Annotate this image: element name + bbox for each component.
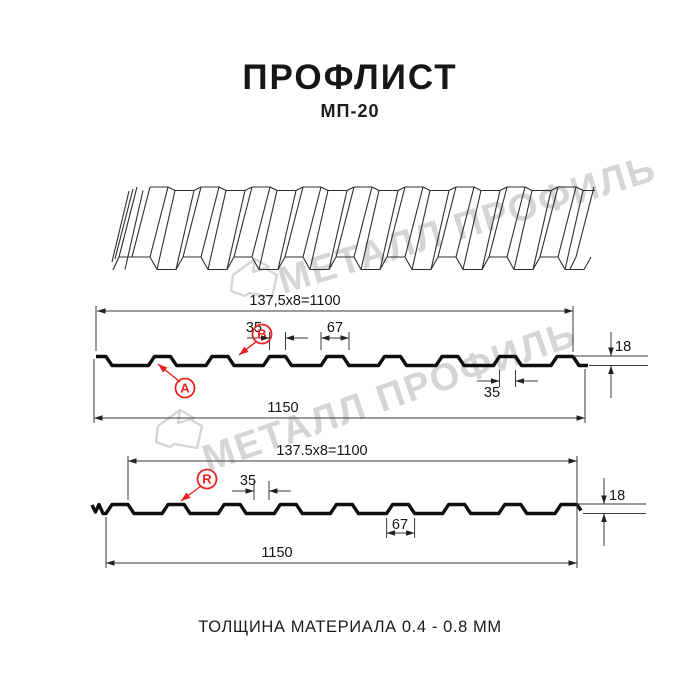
- dimension-arrowhead: [128, 458, 137, 464]
- dim-crest-top-35: 35: [240, 473, 256, 489]
- dim-total-1150: 1150: [261, 545, 292, 561]
- dimension-arrowhead: [406, 530, 415, 536]
- dimension-arrowhead: [97, 308, 106, 314]
- dimension-arrowhead: [245, 488, 254, 494]
- material-thickness-note: ТОЛЩИНА МАТЕРИАЛА 0.4 - 0.8 ММ: [198, 618, 502, 636]
- dim-height-18: 18: [609, 488, 625, 504]
- label-a-letter: A: [180, 381, 190, 396]
- dimension-arrowhead: [576, 415, 585, 421]
- dimension-arrowhead: [601, 513, 607, 522]
- dimension-arrowhead: [568, 560, 577, 566]
- dim-pitch-total: 137.5x8=1100: [276, 443, 367, 459]
- dim-crest-base-67: 67: [327, 320, 343, 336]
- dimension-arrowhead: [340, 335, 349, 341]
- dimension-arrowhead: [94, 415, 103, 421]
- sheet-left-edge: [111, 186, 138, 271]
- profile-model-subtitle: МП-20: [320, 101, 380, 121]
- dim-total-1150: 1150: [267, 400, 298, 416]
- sheet-right-edge: [569, 186, 595, 270]
- profile-section-bottom: 137.5x8=1100 35 67 18 1150 R: [90, 443, 646, 568]
- dimension-arrowhead: [608, 365, 614, 374]
- dimension-arrowhead: [106, 560, 115, 566]
- metall-profil-logo-icon: [229, 257, 279, 299]
- dimension-arrowhead: [285, 335, 294, 341]
- watermark-text: МЕТАЛЛ ПРОФИЛЬ: [273, 148, 661, 303]
- callout-arrowhead: [158, 364, 168, 373]
- dimension-arrowhead: [601, 495, 607, 504]
- profile-outline: [90, 502, 583, 516]
- label-r-letter: R: [202, 472, 212, 487]
- dimension-arrowhead: [515, 378, 524, 384]
- dimension-arrowhead: [491, 378, 500, 384]
- page-title: ПРОФЛИСТ: [242, 58, 458, 97]
- dimension-arrowhead: [386, 530, 396, 536]
- callout-arrowhead: [239, 346, 249, 355]
- metall-profil-logo-icon: [154, 408, 204, 450]
- dim-height-18: 18: [615, 339, 631, 355]
- dimension-arrowheads: [94, 308, 614, 566]
- dim-underside-35: 35: [484, 385, 500, 401]
- dimension-arrowhead: [608, 347, 614, 356]
- sheet-3d-view: [111, 186, 595, 271]
- label-b-letter: B: [257, 327, 266, 342]
- dimension-arrowhead: [269, 488, 278, 494]
- dim-crest-base-67: 67: [392, 517, 408, 533]
- callout-arrowhead: [181, 492, 191, 501]
- dimension-arrowhead: [564, 308, 573, 314]
- profile-outline: [96, 354, 588, 368]
- dim-pitch-total: 137,5x8=1100: [249, 293, 340, 309]
- watermark-lower: МЕТАЛЛ ПРОФИЛЬ: [154, 313, 583, 481]
- dimension-arrowhead: [321, 335, 330, 341]
- dimension-arrowhead: [568, 458, 577, 464]
- dimension-arrowhead: [261, 335, 270, 341]
